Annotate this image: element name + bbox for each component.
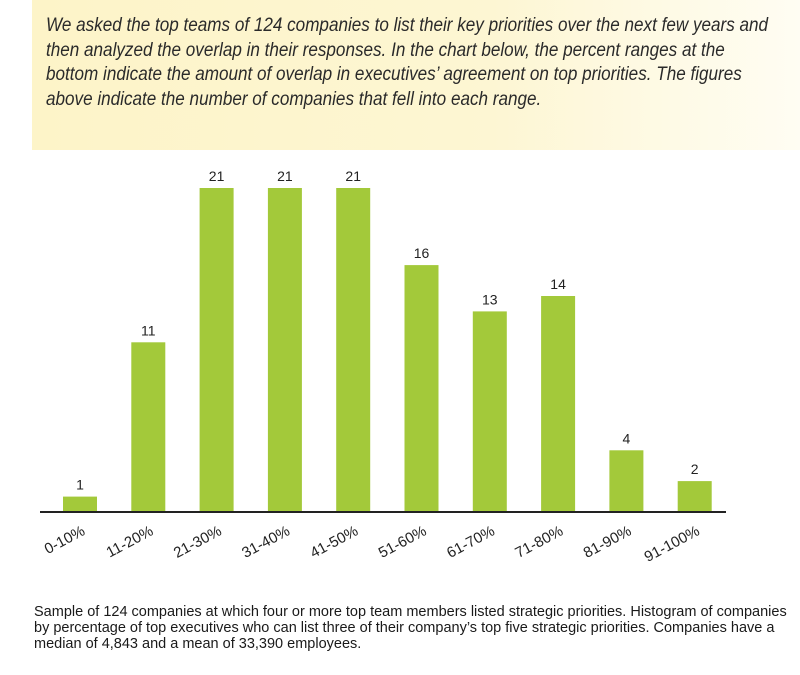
bar-81-90% <box>609 450 644 512</box>
category-label-51-60%: 51-60% <box>376 523 430 562</box>
category-label-71-80%: 71-80% <box>512 523 566 562</box>
data-label-91-100%: 2 <box>691 461 699 477</box>
histogram-chart: 1 0-10% 11 11-20% 21 21-30% 21 31-40% 21 41-50% 16… <box>40 168 726 566</box>
bar-31-40% <box>267 188 302 512</box>
bars-layer <box>63 188 712 512</box>
data-label-11-20%: 11 <box>141 322 156 338</box>
data-label-61-70%: 13 <box>482 291 498 307</box>
bar-0-10% <box>63 496 97 512</box>
bar-11-20% <box>131 342 166 512</box>
bar-61-70% <box>472 311 507 512</box>
data-label-81-90%: 4 <box>623 430 631 446</box>
bar-41-50% <box>336 188 371 512</box>
category-label-91-100%: 91-100% <box>642 523 703 566</box>
bar-91-100% <box>677 481 712 512</box>
category-label-31-40%: 31-40% <box>239 523 293 562</box>
category-label-21-30%: 21-30% <box>171 523 225 562</box>
category-label-61-70%: 61-70% <box>444 523 498 562</box>
bar-71-80% <box>541 296 576 512</box>
data-label-31-40%: 21 <box>277 168 293 184</box>
chart-caption: Sample of 124 companies at which four or… <box>34 604 787 652</box>
category-label-0-10%: 0-10% <box>42 523 88 558</box>
category-label-11-20%: 11-20% <box>104 523 157 562</box>
intro-text: We asked the top teams of 124 companies … <box>46 15 769 110</box>
category-label-41-50%: 41-50% <box>307 523 361 562</box>
intro-box: We asked the top teams of 124 companies … <box>32 0 800 150</box>
data-label-71-80%: 14 <box>550 276 566 292</box>
data-label-51-60%: 16 <box>414 245 430 261</box>
bar-21-30% <box>199 188 234 512</box>
data-label-41-50%: 21 <box>345 168 361 184</box>
data-label-0-10%: 1 <box>76 477 84 493</box>
data-label-21-30%: 21 <box>209 168 225 184</box>
bar-51-60% <box>404 265 439 512</box>
category-label-81-90%: 81-90% <box>581 523 635 562</box>
